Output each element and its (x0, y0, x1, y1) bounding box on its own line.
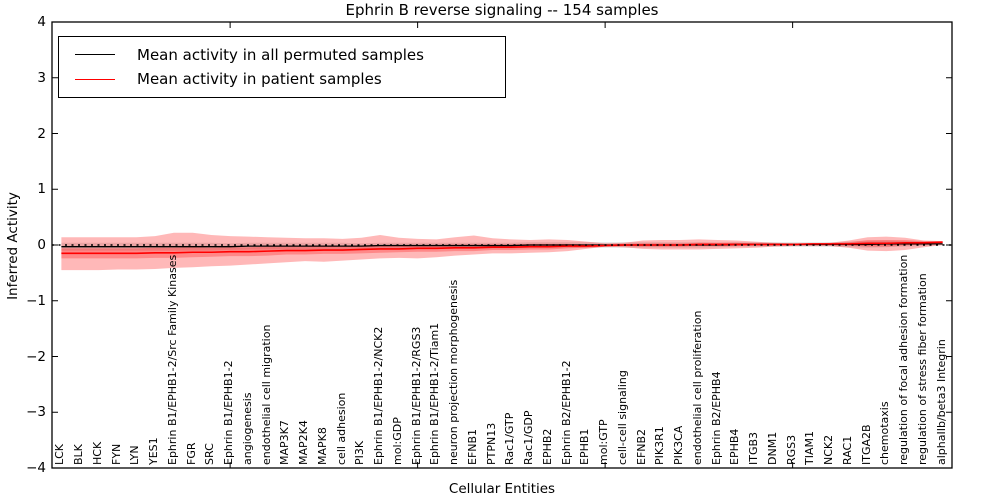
x-tick-label: PTPN13 (484, 422, 498, 465)
x-tick-label: PIK3CA (672, 425, 686, 465)
x-tick-label: regulation of focal adhesion formation (897, 254, 911, 465)
x-tick-label: YES1 (147, 437, 161, 465)
x-tick-label: SRC (203, 443, 217, 465)
x-tick-label: LCK (53, 443, 67, 465)
x-tick-label: endothelial cell migration (259, 324, 273, 465)
x-tick-label: HCK (90, 441, 104, 465)
x-tick-label: LYN (128, 445, 142, 465)
x-tick-label: ITGA2B (859, 424, 873, 465)
y-tick-label: 1 (37, 181, 46, 198)
y-tick-label: −3 (26, 404, 46, 421)
x-tick-label: RGS3 (784, 434, 798, 465)
x-tick-label: BLK (72, 444, 86, 465)
legend-entry-permuted: Mean activity in all permuted samples (65, 46, 499, 64)
x-tick-label: Ephrin B1/EPHB1-2 (222, 360, 236, 465)
x-tick-label: Rac1/GDP (522, 410, 536, 465)
x-tick-label: mol:GDP (390, 417, 404, 465)
x-tick-label: MAPK8 (315, 427, 329, 465)
x-tick-label: Ephrin B1/EPHB1-2/NCK2 (372, 326, 386, 465)
x-tick-label: EPHB1 (578, 428, 592, 465)
legend-label-patient: Mean activity in patient samples (137, 70, 382, 89)
x-tick-label: NCK2 (822, 434, 836, 465)
x-tick-label: cell adhesion (334, 392, 348, 465)
legend-box: Mean activity in all permuted samples Me… (58, 36, 506, 98)
y-tick-label: 4 (37, 14, 46, 30)
x-axis-label: Cellular Entities (448, 481, 556, 497)
y-tick-label: 3 (37, 69, 46, 86)
x-tick-label: neuron projection morphogenesis (447, 279, 461, 465)
y-tick-label: 2 (37, 125, 46, 142)
x-tick-label: EFNB2 (634, 428, 648, 465)
y-tick-label: −2 (26, 348, 46, 365)
legend-entry-patient: Mean activity in patient samples (65, 70, 499, 88)
x-tick-label: Ephrin B1/EPHB1-2/Src Family Kinases (165, 254, 179, 465)
x-tick-label: cell-cell signaling (615, 370, 629, 465)
x-tick-label: regulation of stress fiber formation (915, 273, 929, 465)
x-tick-label: Rac1/GTP (503, 412, 517, 465)
x-tick-label: TIAM1 (803, 431, 817, 465)
x-tick-label: MAP2K4 (297, 420, 311, 465)
permuted-line-swatch (75, 54, 115, 56)
x-tick-label: endothelial cell proliferation (690, 310, 704, 465)
legend-label-permuted: Mean activity in all permuted samples (137, 45, 424, 64)
patient-line-swatch (75, 78, 115, 80)
x-tick-label: alphaIIb/beta3 Integrin (934, 339, 948, 465)
x-tick-label: Ephrin B2/EPHB1-2 (559, 360, 573, 465)
x-tick-label: angiogenesis (240, 392, 254, 466)
x-tick-label: RAC1 (840, 435, 854, 465)
patient-mean-line (61, 241, 943, 255)
chart-title: Ephrin B reverse signaling -- 154 sample… (345, 1, 659, 19)
y-tick-label: 0 (37, 237, 46, 253)
x-tick-label: mol:GTP (597, 419, 611, 465)
x-tick-label: Ephrin B1/EPHB1-2/RGS3 (409, 326, 423, 465)
x-tick-label: DNM1 (765, 431, 779, 465)
x-tick-label: EPHB2 (540, 428, 554, 465)
patient-std-band (61, 232, 943, 271)
x-tick-label: EFNB1 (465, 428, 479, 465)
x-tick-label: PI3K (353, 440, 367, 465)
x-tick-label: FYN (109, 443, 123, 465)
x-tick-label: chemotaxis (878, 401, 892, 465)
x-tick-label: Ephrin B1/EPHB1-2/Tiam1 (428, 322, 442, 465)
x-tick-label: EPHB4 (728, 428, 742, 465)
x-tick-label: Ephrin B2/EPHB4 (709, 371, 723, 465)
x-tick-label: PIK3R1 (653, 426, 667, 465)
plot-border (51, 21, 953, 469)
y-tick-label: −1 (26, 292, 46, 309)
x-tick-label: MAP3K7 (278, 420, 292, 465)
x-tick-label: ITGB3 (747, 431, 761, 465)
y-tick-label: −4 (26, 460, 46, 476)
x-tick-label: FGR (184, 442, 198, 466)
